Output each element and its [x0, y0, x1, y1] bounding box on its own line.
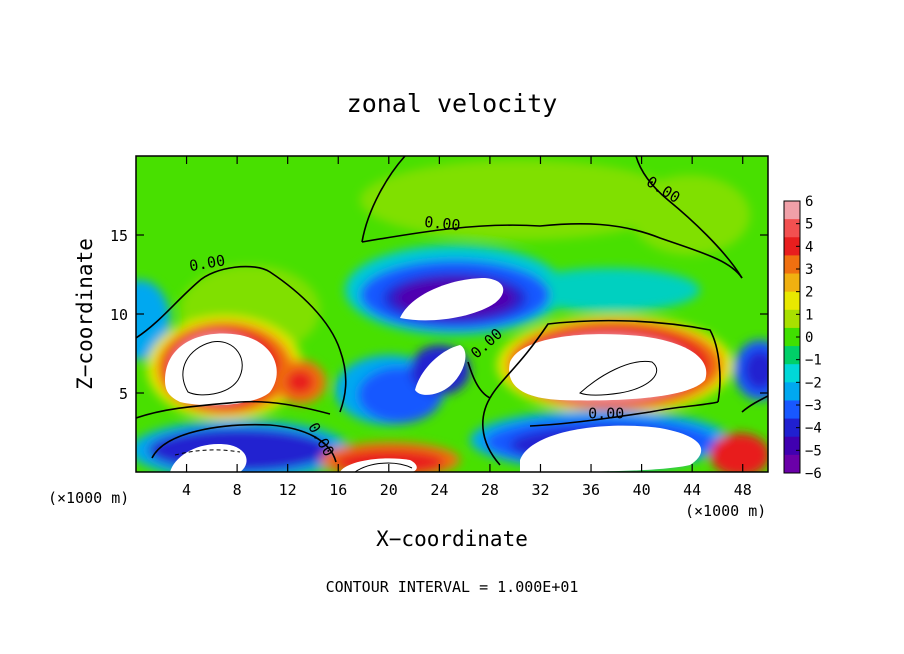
colorbar-tick-label: 0 [805, 330, 813, 346]
x-tick-label: 36 [582, 481, 600, 499]
colorbar-segment [784, 237, 800, 256]
colorbar-tick-label: 5 [805, 217, 813, 233]
saturated-region-middle [415, 345, 466, 395]
colorbar-tick-label: 6 [805, 194, 813, 210]
x-axis-label: X−coordinate [376, 527, 528, 551]
saturated-region-bottom-left [170, 444, 247, 472]
contour-label: 0.00 [188, 251, 227, 275]
colorbar-segment [784, 364, 800, 383]
colorbar-segment [784, 291, 800, 311]
saturated-region-bottom-center [340, 458, 417, 472]
colorbar-tick-label: 2 [805, 285, 813, 301]
colorbar-segment [784, 436, 800, 456]
saturated-region-right [509, 334, 707, 401]
colorbar-segment [784, 454, 800, 474]
y-axis-ticks: 5 10 15 [110, 227, 768, 403]
colorbar-tick-label: −3 [805, 398, 822, 414]
x-tick-label: 4 [182, 481, 191, 499]
colorbar-segment [784, 255, 800, 275]
colorbar-tick-label: −2 [805, 375, 822, 391]
colorbar: 6 5 4 3 2 1 0 −1 −2 −3 −4 −5 −6 [783, 194, 822, 482]
colorbar-segment [784, 309, 800, 329]
contour-interval-note: CONTOUR INTERVAL = 1.000E+01 [326, 578, 579, 596]
x-unit-left: (×1000 m) [48, 489, 129, 507]
colorbar-segment [784, 418, 800, 438]
colorbar-segment [784, 273, 800, 293]
contour-lines [136, 156, 768, 472]
x-tick-label: 16 [329, 481, 347, 499]
colorbar-tick-label: −6 [805, 466, 822, 482]
y-tick-label: 15 [110, 227, 128, 245]
x-tick-label: 12 [279, 481, 297, 499]
y-tick-label: 5 [119, 385, 128, 403]
colorbar-tick-label: 1 [805, 307, 813, 323]
colorbar-segment [784, 400, 800, 420]
x-tick-label: 40 [633, 481, 651, 499]
colorbar-tick-label: −4 [805, 421, 822, 437]
y-axis-label: Z−coordinate [73, 238, 97, 390]
saturated-region-upper-jet [400, 278, 504, 321]
contour-label: 0.00 [424, 213, 462, 235]
x-tick-label: 28 [481, 481, 499, 499]
x-tick-label: 24 [430, 481, 448, 499]
colorbar-tick-label: 4 [805, 239, 813, 255]
x-tick-label: 48 [734, 481, 752, 499]
x-tick-label: 8 [233, 481, 242, 499]
colorbar-tick-label: −1 [805, 353, 822, 369]
x-tick-label: 32 [531, 481, 549, 499]
x-axis-ticks: 4 8 12 16 20 24 28 32 36 40 44 48 [182, 156, 752, 499]
saturated-region-bottom-right [520, 425, 702, 472]
colorbar-segment [784, 327, 800, 347]
colorbar-segment [784, 219, 800, 238]
colorbar-segment [784, 201, 800, 220]
contour-label: 0.00 [588, 404, 624, 422]
y-tick-label: 10 [110, 306, 128, 324]
chart-title: zonal velocity [347, 89, 558, 118]
x-tick-label: 20 [380, 481, 398, 499]
velocity-field: 0.000.000.000.000.000.00 [136, 156, 768, 472]
colorbar-segment [784, 346, 800, 365]
x-tick-label: 44 [683, 481, 701, 499]
colorbar-segment [784, 382, 800, 401]
colorbar-tick-label: −5 [805, 443, 822, 459]
colorbar-tick-label: 3 [805, 262, 813, 278]
x-unit-right: (×1000 m) [685, 502, 766, 520]
